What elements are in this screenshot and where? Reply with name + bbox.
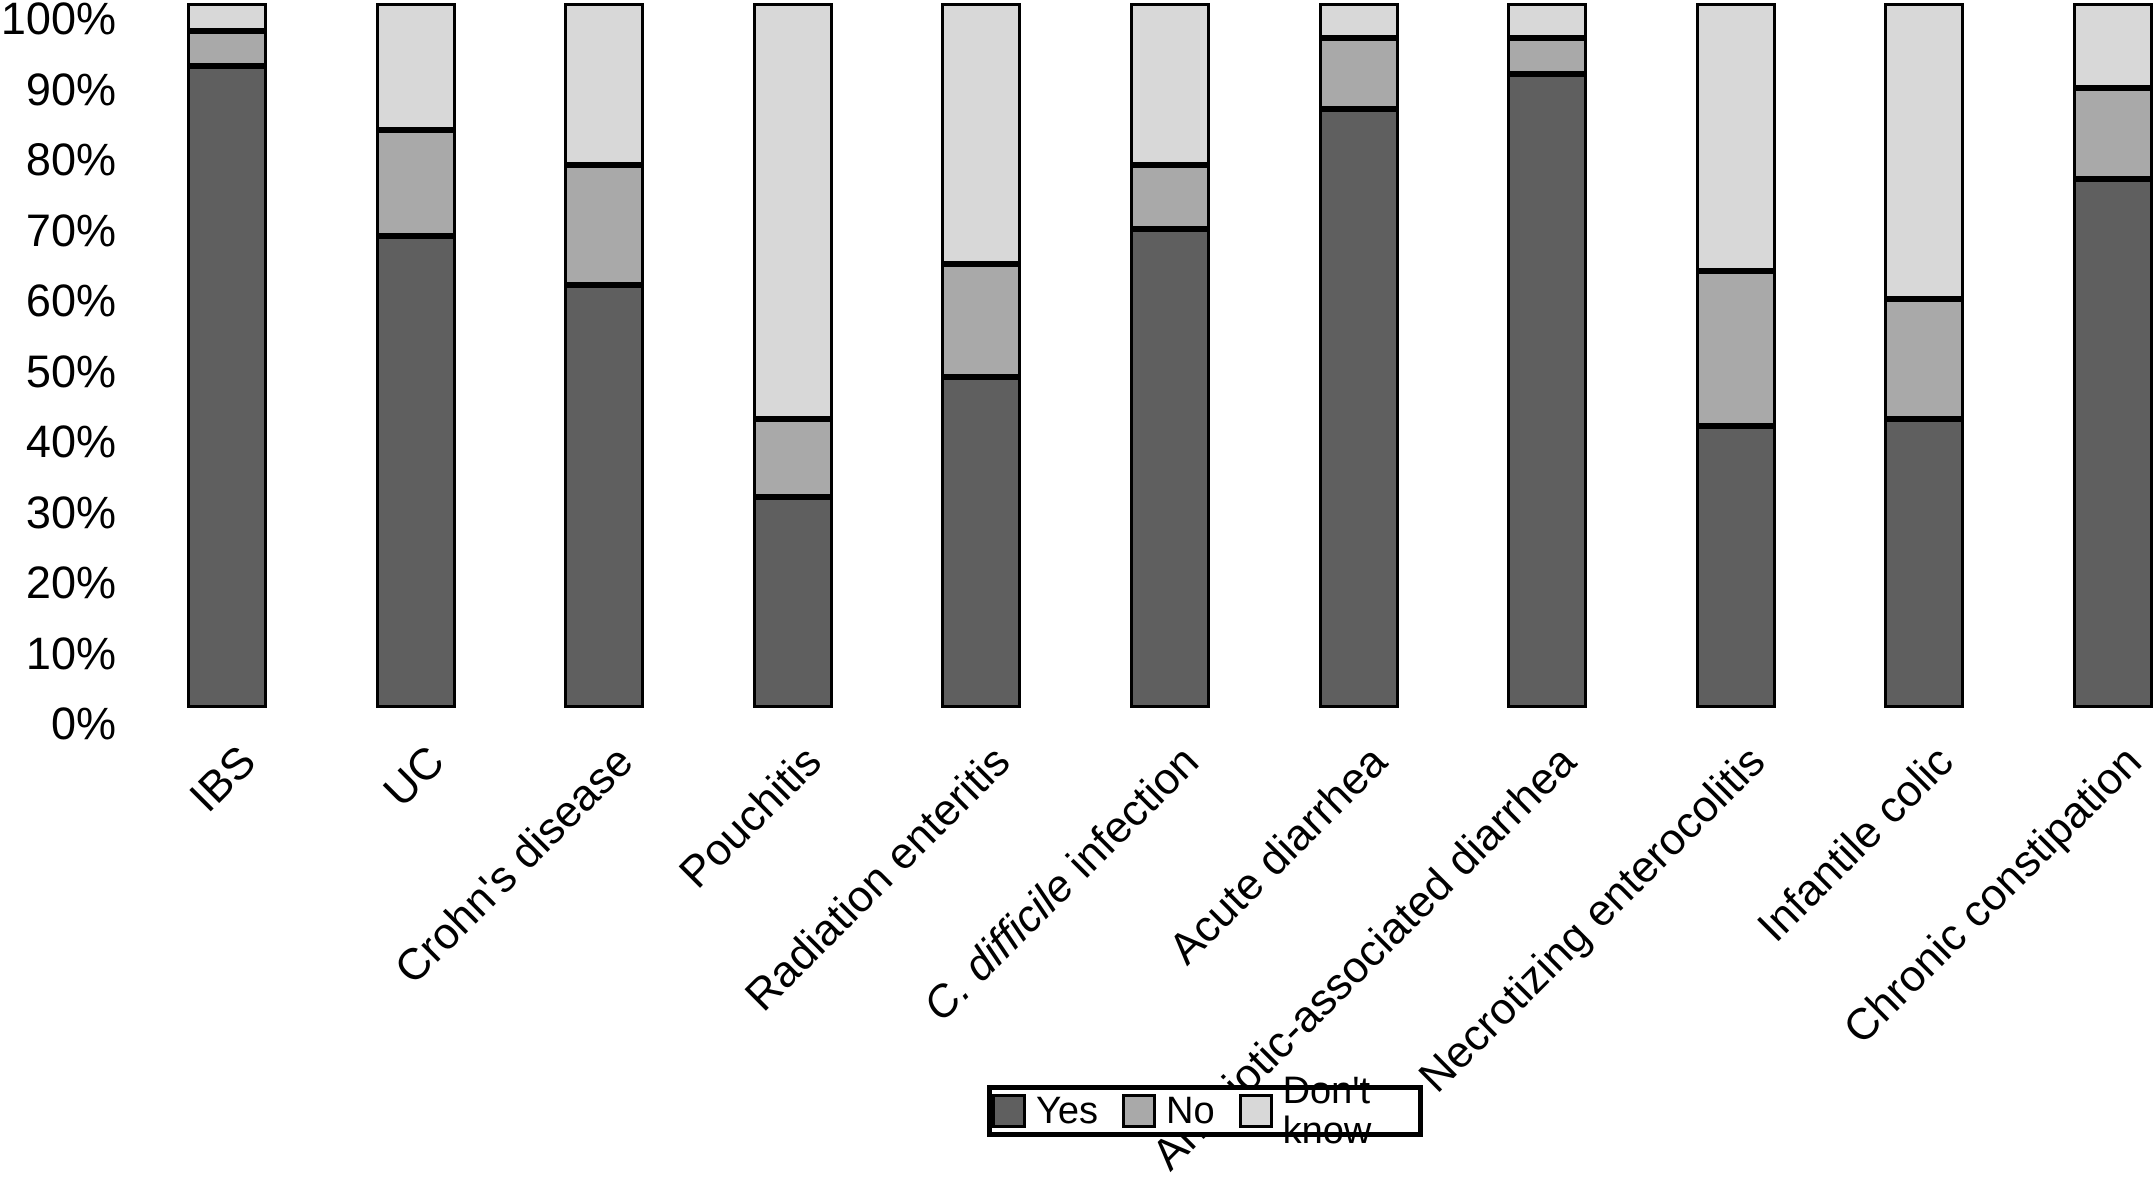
legend-item-yes: Yes: [992, 1091, 1098, 1131]
x-axis-label: IBS: [180, 736, 266, 822]
y-axis-tick-label: 100%: [0, 0, 116, 44]
bar-segment-don-t-know: [1318, 3, 1399, 39]
y-axis-tick-label: 60%: [25, 275, 116, 326]
legend: Yes No Don't know: [987, 1071, 1423, 1151]
bar-segment-no: [375, 129, 456, 236]
bar-segment-no: [2073, 87, 2153, 180]
bar-segment-no: [1695, 270, 1776, 426]
bar-segment-no: [941, 263, 1022, 377]
y-axis-tick-label: 30%: [25, 486, 116, 538]
bar-segment-yes: [564, 285, 645, 708]
bar-segment-yes: [752, 496, 833, 708]
bar-segment-don-t-know: [1695, 3, 1776, 271]
bar-crohn-s-disease: [564, 3, 645, 708]
bar-infantile-colic: [1884, 3, 1965, 708]
legend-label-no: No: [1166, 1090, 1215, 1132]
bar-segment-yes: [1507, 73, 1588, 708]
y-axis-tick-label: 70%: [25, 204, 116, 256]
bar-segment-yes: [1318, 108, 1399, 708]
x-axis-label: Pouchitis: [670, 736, 832, 898]
bar-segment-no: [752, 418, 833, 497]
bar-segment-don-t-know: [375, 3, 456, 130]
bar-segment-don-t-know: [2073, 3, 2153, 88]
y-axis-tick-label: 80%: [25, 134, 116, 185]
bar-segment-no: [1884, 299, 1965, 419]
x-axis-label: UC: [374, 736, 454, 817]
bar-antibiotic-associated-diarrhea: [1507, 3, 1588, 708]
legend-label-dont-know: Don't know: [1282, 1070, 1372, 1152]
legend-swatch-no: [1122, 1094, 1156, 1128]
bar-segment-don-t-know: [941, 3, 1022, 264]
x-axis-label: Infantile colic: [1748, 736, 1963, 952]
bar-segment-don-t-know: [1130, 3, 1210, 166]
y-axis-tick-label: 50%: [25, 345, 116, 397]
bar-uc: [375, 3, 456, 708]
bar-necrotizing-enterocolitis: [1695, 3, 1776, 708]
bar-segment-don-t-know: [187, 3, 267, 32]
bar-segment-don-t-know: [564, 3, 645, 166]
bar-segment-yes: [1130, 228, 1210, 708]
bar-segment-yes: [187, 66, 267, 708]
bar-segment-no: [564, 165, 645, 285]
legend-swatch-yes: [992, 1094, 1026, 1128]
y-axis-tick-label: 40%: [25, 416, 116, 467]
y-axis-tick-label: 0%: [50, 698, 116, 749]
bar-c-difficile-infection: [1130, 3, 1210, 708]
bar-acute-diarrhea: [1318, 3, 1399, 708]
bar-radiation-enteritis: [941, 3, 1022, 708]
bar-segment-yes: [1884, 418, 1965, 708]
y-axis-tick-label: 20%: [25, 557, 116, 608]
bar-segment-yes: [2073, 179, 2153, 708]
bar-segment-no: [1318, 38, 1399, 109]
legend-swatch-dont-know: [1238, 1094, 1273, 1128]
legend-label-yes: Yes: [1036, 1090, 1098, 1132]
y-axis-tick-label: 90%: [25, 63, 116, 115]
bar-segment-yes: [1695, 426, 1776, 708]
bar-segment-yes: [941, 376, 1022, 708]
bar-ibs: [187, 3, 267, 708]
legend-item-no: No: [1122, 1091, 1215, 1131]
bar-segment-yes: [375, 235, 456, 708]
bar-segment-no: [187, 31, 267, 67]
legend-item-dont-know: Don't know: [1238, 1070, 1418, 1152]
bar-chronic-constipation: [2073, 3, 2153, 708]
y-axis-tick-label: 10%: [25, 627, 116, 679]
x-axis-label: Necrotizing enterocolitis: [1409, 736, 1775, 1102]
bar-segment-don-t-know: [752, 3, 833, 419]
bar-segment-don-t-know: [1884, 3, 1965, 300]
bar-pouchitis: [752, 3, 833, 708]
bar-segment-no: [1507, 38, 1588, 74]
bar-segment-no: [1130, 165, 1210, 229]
bar-segment-don-t-know: [1507, 3, 1588, 39]
